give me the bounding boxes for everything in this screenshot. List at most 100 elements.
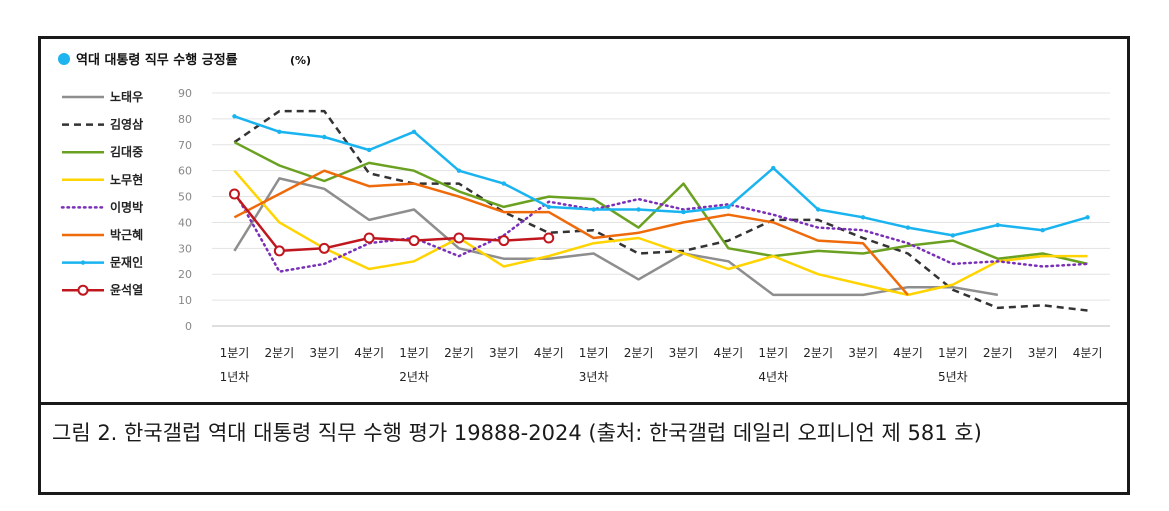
legend-label: 문재인 xyxy=(110,255,143,270)
series-line xyxy=(233,169,909,296)
data-point xyxy=(228,188,240,200)
legend-item: 이명박 xyxy=(60,199,143,214)
data-point xyxy=(411,129,417,135)
x-year-label: 4년차 xyxy=(758,370,788,384)
legend-item: 박근혜 xyxy=(62,227,143,242)
y-axis-ticks: 0 10 20 30 40 50 60 70 80 90 xyxy=(178,87,192,333)
data-point xyxy=(366,147,372,153)
grid xyxy=(212,92,1110,327)
legend-label: 이명박 xyxy=(110,199,143,214)
data-point xyxy=(860,215,866,220)
y-tick-label: 50 xyxy=(178,191,192,204)
series-line xyxy=(233,109,1088,312)
x-tick-label: 3분기 xyxy=(669,346,699,360)
legend-item: 김영삼 xyxy=(62,117,143,132)
y-tick-label: 10 xyxy=(178,294,192,307)
x-tick-label: 4분기 xyxy=(713,346,743,360)
data-point xyxy=(453,232,465,244)
data-point xyxy=(726,204,731,210)
data-point xyxy=(1085,215,1090,220)
x-tick-label: 4분기 xyxy=(1073,346,1103,360)
data-point xyxy=(318,242,330,254)
series-김영삼 xyxy=(233,109,1088,312)
data-point xyxy=(456,168,462,173)
legend-item: 노태우 xyxy=(62,89,143,104)
data-point xyxy=(543,232,555,244)
caption-divider xyxy=(38,402,1130,405)
data-point xyxy=(636,207,641,212)
data-point xyxy=(815,207,821,212)
x-tick-label: 2분기 xyxy=(624,346,654,360)
title-marker xyxy=(58,53,70,65)
series-line xyxy=(233,141,1088,266)
x-axis-ticks: 1분기 2분기 3분기 4분기 1분기 2분기 3분기 4분기 1분기 2분기 3분기 4분기 1분기 2… xyxy=(220,346,1103,384)
series-김대중 xyxy=(233,141,1088,266)
legend-marker xyxy=(77,284,89,296)
y-tick-label: 80 xyxy=(178,113,192,126)
chart-title-unit: (%) xyxy=(290,54,311,67)
series-박근혜 xyxy=(233,169,909,296)
y-tick-label: 20 xyxy=(178,268,192,281)
x-tick-label: 4분기 xyxy=(893,346,923,360)
data-point xyxy=(408,235,420,247)
x-tick-label: 1분기 xyxy=(938,346,968,360)
series-이명박 xyxy=(233,190,1089,273)
x-year-label: 2년차 xyxy=(399,370,429,384)
x-tick-label: 2분기 xyxy=(444,346,474,360)
x-tick-label: 1분기 xyxy=(399,346,429,360)
series-윤석열 xyxy=(228,188,555,257)
legend-label: 박근혜 xyxy=(110,227,143,242)
y-tick-label: 40 xyxy=(178,216,192,229)
y-tick-label: 30 xyxy=(178,242,192,255)
legend-label: 김영삼 xyxy=(110,117,143,132)
figure-frame xyxy=(38,36,1130,495)
x-tick-label: 2분기 xyxy=(264,346,294,360)
data-point xyxy=(363,232,375,244)
data-point xyxy=(950,233,956,238)
y-tick-label: 60 xyxy=(178,165,192,178)
data-point xyxy=(277,129,282,135)
legend-item: 김대중 xyxy=(62,144,143,159)
legend-label: 노태우 xyxy=(110,89,143,104)
legend-label: 윤석열 xyxy=(110,282,143,297)
chart: 역대 대통령 직무 수행 긍정률 (%) 0 10 20 30 40 50 60 70 80 90… xyxy=(58,52,1110,384)
legend-item: 윤석열 xyxy=(62,282,143,297)
y-tick-label: 90 xyxy=(178,87,192,100)
data-point xyxy=(501,181,507,186)
data-point xyxy=(771,165,776,171)
x-tick-label: 2분기 xyxy=(983,346,1013,360)
x-tick-label: 3분기 xyxy=(489,346,519,360)
data-point xyxy=(905,225,911,230)
x-tick-label: 4분기 xyxy=(354,346,384,360)
data-point xyxy=(498,235,510,247)
x-tick-label: 1분기 xyxy=(579,346,609,360)
series-line xyxy=(233,193,549,253)
legend-label: 노무현 xyxy=(110,172,143,187)
legend-label: 김대중 xyxy=(110,144,143,159)
series-노무현 xyxy=(233,169,1088,297)
data-point xyxy=(681,209,686,215)
x-tick-label: 3분기 xyxy=(309,346,339,360)
series-line xyxy=(233,115,1088,237)
data-point xyxy=(1040,228,1045,233)
x-tick-label: 1분기 xyxy=(220,346,250,360)
series-문재인 xyxy=(232,114,1090,238)
x-tick-label: 1분기 xyxy=(758,346,788,360)
data-point xyxy=(546,204,551,210)
figure-caption: 그림 2. 한국갤럽 역대 대통령 직무 수행 평가 19888-2024 (출… xyxy=(52,421,982,445)
data-point xyxy=(591,207,596,212)
x-year-label: 5년차 xyxy=(938,370,968,384)
data-point xyxy=(273,245,285,257)
series-line xyxy=(233,190,1089,273)
x-tick-label: 3분기 xyxy=(848,346,878,360)
data-point xyxy=(995,222,1000,228)
x-year-label: 3년차 xyxy=(579,370,609,384)
x-tick-label: 4분기 xyxy=(534,346,564,360)
data-point xyxy=(232,114,237,119)
series-lines xyxy=(228,109,1090,312)
y-tick-label: 70 xyxy=(178,139,192,152)
series-line xyxy=(233,177,999,297)
legend-item: 노무현 xyxy=(62,172,143,187)
series-line xyxy=(233,169,1088,297)
